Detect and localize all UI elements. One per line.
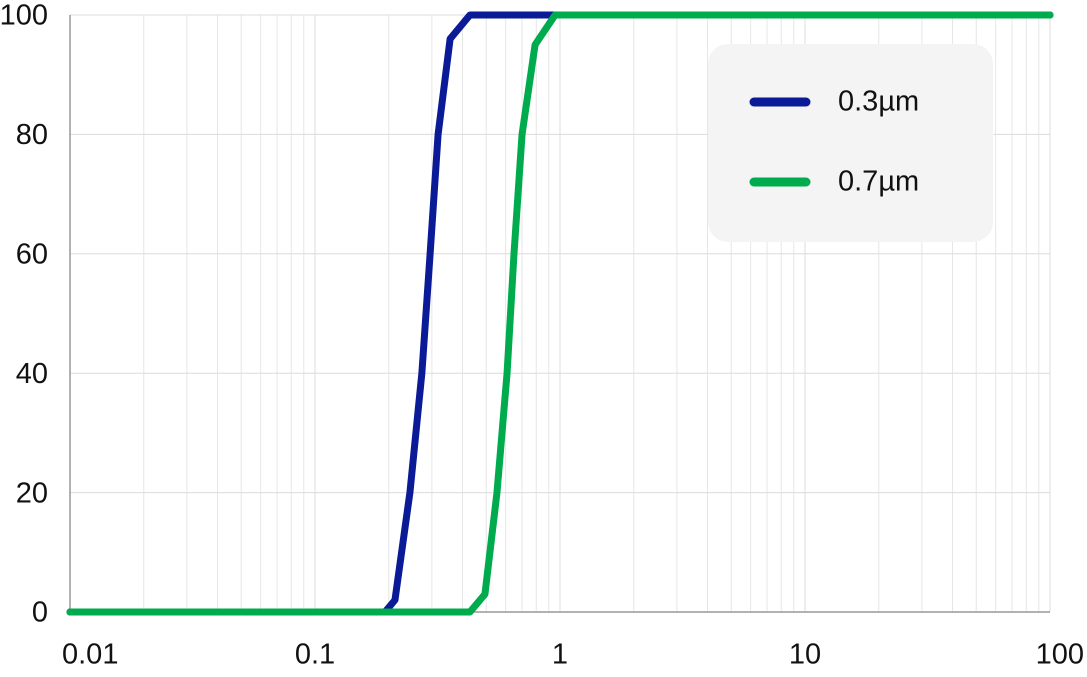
y-tick-label: 60 — [16, 238, 48, 270]
x-tick-label: 0.1 — [295, 639, 335, 671]
plot-lines — [66, 11, 1054, 616]
y-tick-label: 100 — [0, 0, 48, 32]
legend: 0.3µm 0.7µm — [708, 44, 993, 242]
y-tick-label: 40 — [16, 358, 48, 390]
x-tick-label: 100 — [1036, 639, 1084, 671]
legend-label: 0.3µm — [838, 86, 919, 118]
series-line — [66, 11, 1054, 616]
series-line — [66, 11, 1054, 616]
legend-box — [708, 44, 993, 242]
legend-label: 0.7µm — [838, 166, 919, 198]
x-tick-label: 0.01 — [62, 639, 118, 671]
x-tick-label: 10 — [789, 639, 821, 671]
y-tick-label: 80 — [16, 119, 48, 151]
x-tick-label: 1 — [552, 639, 568, 671]
y-tick-label: 20 — [16, 477, 48, 509]
y-tick-label: 0 — [32, 597, 48, 629]
